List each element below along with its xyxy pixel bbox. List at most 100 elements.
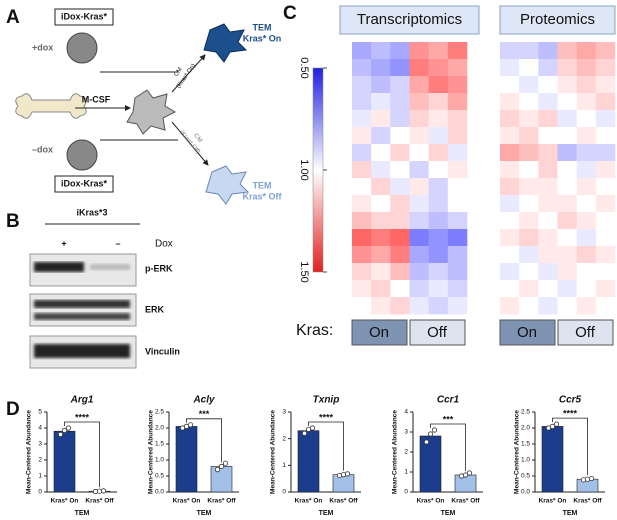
bar bbox=[175, 426, 198, 493]
heatmap-cell bbox=[428, 93, 449, 111]
label: Vinculin bbox=[145, 346, 180, 356]
point bbox=[588, 475, 595, 482]
heatmap-cell bbox=[557, 93, 577, 111]
heatmap-title-box bbox=[339, 5, 480, 35]
heatmap-cell bbox=[500, 229, 520, 247]
heatmap-cell bbox=[409, 212, 429, 230]
heatmap-cell bbox=[557, 76, 577, 94]
heatmap-cell bbox=[371, 93, 391, 111]
heatmap-cell bbox=[409, 263, 429, 281]
heatmap-cell bbox=[595, 76, 616, 94]
y-tick-label: 2.0 bbox=[155, 425, 164, 432]
band bbox=[34, 344, 130, 358]
heatmap-cell bbox=[409, 110, 429, 128]
heatmap-cell bbox=[428, 212, 449, 230]
box bbox=[54, 175, 114, 193]
heatmap-cell bbox=[447, 297, 468, 315]
y-tick-label: 1 bbox=[404, 469, 408, 476]
heatmap-cell bbox=[595, 212, 616, 230]
point bbox=[344, 471, 351, 477]
heatmap-cell bbox=[352, 246, 372, 264]
heatmap-cell bbox=[428, 59, 449, 77]
heatmap-cell bbox=[390, 195, 410, 213]
label: ERK bbox=[145, 304, 165, 314]
heatmap-cell bbox=[428, 246, 449, 264]
heatmap-cell bbox=[538, 212, 558, 230]
heatmap-cell bbox=[352, 229, 372, 247]
heatmap-cell bbox=[595, 127, 616, 145]
point bbox=[423, 439, 430, 445]
heatmap-cell bbox=[428, 195, 449, 213]
heatmap-cell bbox=[519, 110, 539, 128]
heatmap-cell bbox=[538, 76, 558, 94]
group-box bbox=[409, 319, 466, 346]
box bbox=[54, 8, 114, 26]
heatmap-cell bbox=[557, 246, 577, 264]
heatmap-cell bbox=[595, 263, 616, 281]
heatmap-cell bbox=[409, 229, 429, 247]
heatmap-cell bbox=[500, 280, 520, 298]
heatmap-cell bbox=[576, 178, 597, 196]
heatmap-cell bbox=[576, 76, 597, 94]
bar bbox=[419, 435, 442, 493]
label: CM bbox=[192, 133, 203, 144]
heatmap-cell bbox=[519, 195, 539, 213]
label: M-CSF bbox=[82, 94, 111, 104]
heatmap-cell bbox=[390, 127, 410, 145]
x-tick-label: Kras* Off bbox=[329, 498, 358, 505]
heatmap-cell bbox=[519, 76, 539, 94]
significance: **** bbox=[319, 412, 334, 422]
heatmap-cell bbox=[519, 297, 539, 315]
y-tick-label: 2 bbox=[38, 457, 42, 464]
label: Dox bbox=[155, 239, 173, 250]
heatmap-cell bbox=[595, 280, 616, 298]
heatmap-cell bbox=[428, 76, 449, 94]
y-axis-label: Mean-Centered Abundance bbox=[514, 410, 521, 494]
point bbox=[187, 422, 194, 428]
x-tick-label: Kras* Off bbox=[573, 498, 602, 505]
heatmap-title-box bbox=[499, 5, 616, 35]
heatmap-cell bbox=[557, 59, 577, 77]
heatmap-cell bbox=[576, 144, 597, 162]
y-tick-label: 0.5 bbox=[155, 473, 164, 480]
heatmap-cell bbox=[557, 229, 577, 247]
point bbox=[214, 466, 221, 473]
heatmap-cell bbox=[447, 110, 468, 128]
heatmap-cell bbox=[500, 178, 520, 196]
heatmap-cell bbox=[557, 263, 577, 281]
heatmap-cell bbox=[538, 246, 558, 264]
heatmap-cell bbox=[390, 263, 410, 281]
label: –dox bbox=[32, 144, 53, 154]
y-tick-label: 1 bbox=[282, 462, 286, 469]
heatmap-cell bbox=[409, 178, 429, 196]
heatmap-cell bbox=[428, 161, 449, 179]
y-tick-label: 0.0 bbox=[521, 489, 530, 496]
heatmap-cell bbox=[352, 212, 372, 230]
chart-title: Arg1 bbox=[70, 395, 94, 406]
label: + bbox=[61, 238, 66, 248]
label: Kras: bbox=[296, 322, 333, 339]
heatmap-cell bbox=[390, 144, 410, 162]
heatmap-cell bbox=[576, 263, 597, 281]
heatmap-cell bbox=[352, 76, 372, 94]
y-tick-label: 0 bbox=[282, 489, 286, 496]
cell bbox=[205, 165, 250, 205]
group-box bbox=[557, 319, 614, 346]
heatmap-cell bbox=[538, 127, 558, 145]
heatmap-cell bbox=[576, 280, 597, 298]
heatmap-cell bbox=[557, 195, 577, 213]
heatmap-title: Proteomics bbox=[520, 11, 595, 28]
y-tick-label: 3 bbox=[404, 429, 408, 436]
heatmap-cell bbox=[428, 127, 449, 145]
y-tick-label: 1.0 bbox=[521, 457, 530, 464]
y-tick-label: 0 bbox=[38, 489, 42, 496]
heatmap-cell bbox=[447, 229, 468, 247]
heatmap-cell bbox=[447, 195, 468, 213]
y-tick-label: 4 bbox=[38, 425, 42, 432]
heatmap-cell bbox=[538, 280, 558, 298]
heatmap-cell bbox=[371, 110, 391, 128]
heatmap-cell bbox=[390, 93, 410, 111]
heatmap-cell bbox=[428, 297, 449, 315]
heatmap-cell bbox=[371, 76, 391, 94]
point bbox=[222, 460, 229, 466]
